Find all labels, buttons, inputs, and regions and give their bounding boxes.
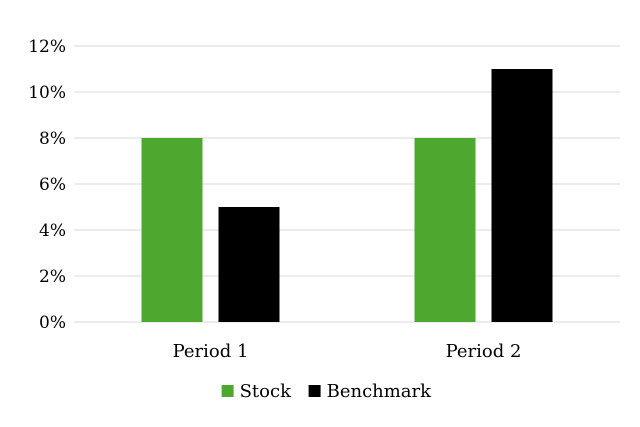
- bars: [141, 69, 553, 322]
- legend-label-stock: Stock: [240, 381, 292, 402]
- bar-benchmark-period-1: [218, 207, 280, 322]
- y-axis-tick-labels: 0% 2% 4% 6% 8% 10% 12%: [28, 37, 66, 333]
- bar-stock-period-2: [414, 138, 476, 322]
- y-tick-label: 12%: [28, 37, 66, 57]
- legend-swatch-stock: [221, 385, 234, 397]
- y-tick-label: 10%: [28, 83, 66, 103]
- x-category-label: Period 2: [446, 341, 522, 362]
- y-tick-label: 8%: [39, 129, 66, 149]
- x-category-label: Period 1: [173, 341, 249, 362]
- legend-label-benchmark: Benchmark: [327, 381, 433, 402]
- y-tick-label: 0%: [39, 313, 66, 333]
- y-tick-label: 4%: [39, 221, 66, 241]
- y-tick-label: 2%: [39, 267, 66, 287]
- legend: Stock Benchmark: [221, 381, 433, 402]
- x-axis-category-labels: Period 1 Period 2: [173, 341, 522, 362]
- bar-benchmark-period-2: [491, 69, 553, 322]
- legend-swatch-benchmark: [308, 385, 321, 397]
- y-tick-label: 6%: [39, 175, 66, 195]
- bar-stock-period-1: [141, 138, 203, 322]
